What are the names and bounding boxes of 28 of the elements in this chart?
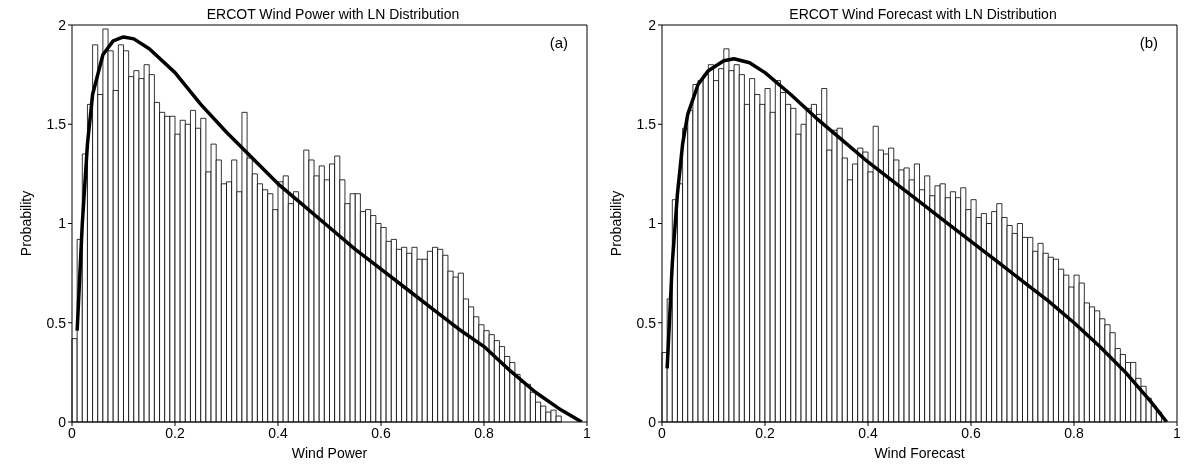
y-tick-label: 1 [648,215,657,232]
chart-title: ERCOT Wind Forecast with LN Distribution [789,6,1057,22]
x-tick-label: 0.8 [1064,424,1084,441]
x-tick-label: 1 [583,424,592,441]
x-tick-label: 0.4 [268,424,288,441]
x-axis-title: Wind Forecast [874,445,965,461]
y-tick-label: 2 [58,16,67,33]
y-tick-label: 1.5 [636,116,657,133]
x-tick-label: 0.6 [371,424,391,441]
y-tick-label: 0.5 [46,314,67,331]
x-axis-title: Wind Power [291,445,368,461]
x-tick-label: 0.2 [165,424,185,441]
x-tick-label: 0.8 [474,424,494,441]
y-axis-title: Probability [607,190,624,257]
annotation: (a) [549,34,568,51]
annotation: (b) [1139,34,1158,51]
y-tick-label: 2 [648,16,657,33]
y-tick-label: 0 [648,413,657,430]
x-tick-label: 0.6 [961,424,981,441]
y-tick-label: 0 [58,413,67,430]
x-tick-label: 0.2 [755,424,775,441]
chart-title: ERCOT Wind Power with LN Distribution [206,6,460,22]
y-tick-label: 0.5 [636,314,657,331]
x-tick-label: 0.4 [858,424,878,441]
x-tick-label: 1 [1173,424,1182,441]
y-tick-label: 1 [58,215,67,232]
y-axis-title: Probability [17,190,34,257]
y-tick-label: 1.5 [46,116,67,133]
